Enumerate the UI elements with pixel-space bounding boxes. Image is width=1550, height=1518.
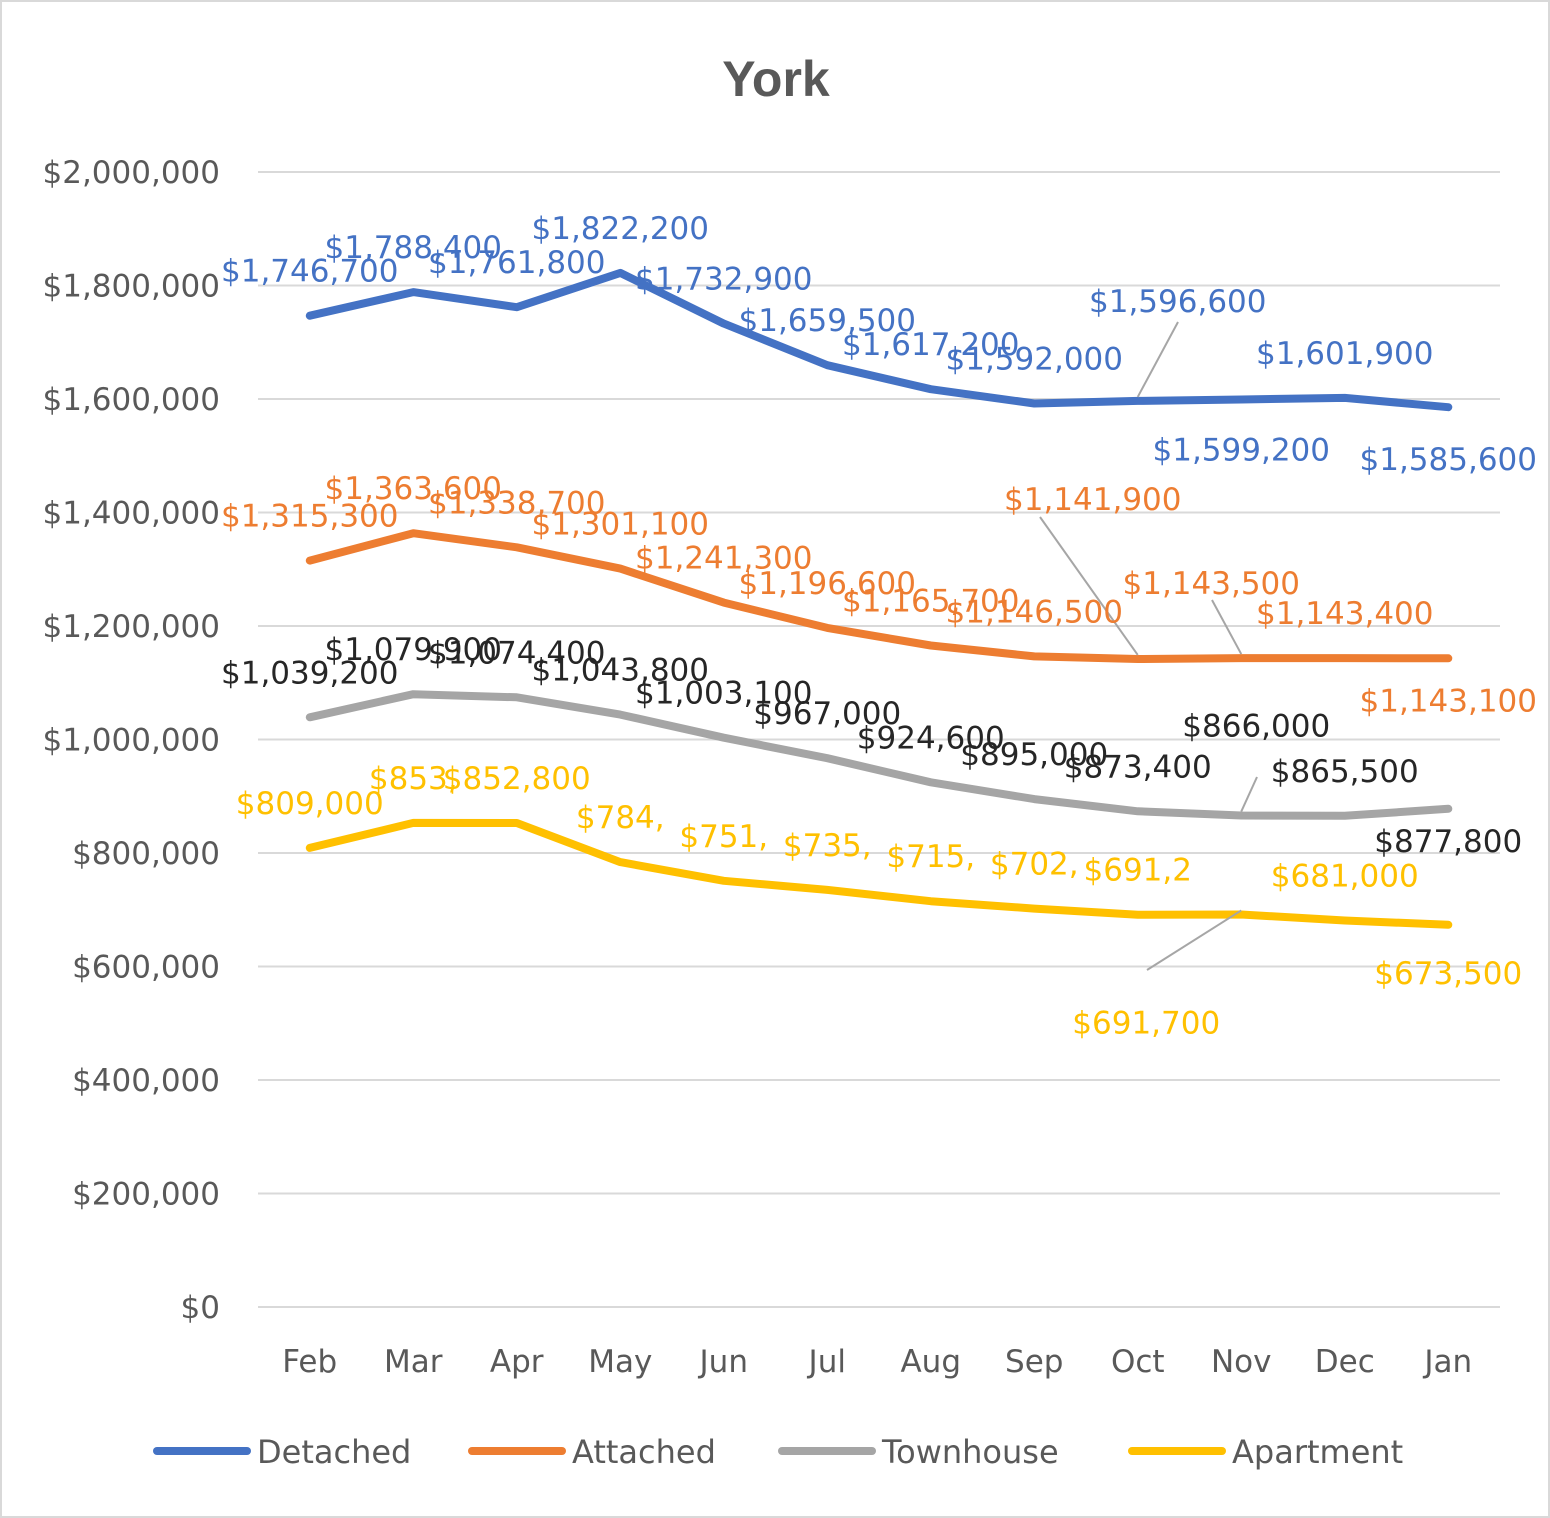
y-tick-label: $2,000,000 [43, 155, 221, 191]
x-tick-label: Apr [490, 1344, 544, 1380]
legend-label-townhouse: Townhouse [881, 1433, 1059, 1471]
data-label-detached: $1,822,200 [532, 211, 710, 247]
data-label-detached: $1,601,900 [1256, 336, 1434, 372]
data-label-attached: $1,143,500 [1123, 566, 1301, 602]
legend-label-detached: Detached [257, 1433, 411, 1471]
data-label-attached: $1,363,600 [325, 471, 503, 507]
data-label-detached: $1,596,600 [1089, 284, 1267, 320]
data-label-apartment: $735, [783, 828, 872, 864]
y-tick-label: $1,200,000 [43, 609, 221, 645]
y-tick-label: $1,600,000 [43, 382, 221, 418]
x-tick-label: Jun [698, 1344, 748, 1380]
data-label-townhouse: $924,600 [857, 720, 1005, 756]
data-labels: $1,746,700$1,788,400$1,761,800$1,822,200… [221, 211, 1537, 1042]
data-label-apartment: $681,000 [1271, 859, 1419, 895]
series-line-detached [305, 268, 1453, 412]
data-label-attached: $1,338,700 [428, 485, 606, 521]
data-label-apartment: $852,800 [443, 761, 591, 797]
x-tick-label: Mar [384, 1344, 443, 1380]
data-label-attached: $1,143,400 [1256, 596, 1434, 632]
data-label-detached: $1,599,200 [1153, 432, 1331, 468]
label-leader-lines [1039, 321, 1258, 971]
data-label-detached: $1,732,900 [635, 262, 813, 298]
data-label-apartment: $784, [576, 800, 665, 836]
y-tick-label: $1,400,000 [43, 496, 221, 532]
data-label-apartment: $809,000 [236, 786, 384, 822]
x-tick-label: Jan [1422, 1344, 1472, 1380]
data-label-attached: $1,315,300 [221, 499, 399, 535]
data-label-detached: $1,617,200 [842, 327, 1020, 363]
data-label-apartment: $715, [886, 839, 975, 875]
leader-line [1136, 321, 1179, 398]
leader-line [1211, 599, 1243, 655]
data-label-townhouse: $1,074,400 [428, 635, 606, 671]
data-label-detached: $1,592,000 [946, 342, 1124, 378]
x-tick-label: Oct [1111, 1344, 1165, 1380]
data-label-attached: $1,146,500 [946, 594, 1124, 630]
series-lines [305, 268, 1453, 929]
data-label-townhouse: $1,039,200 [221, 655, 399, 691]
leader-line [1146, 909, 1242, 971]
x-tick-label: Nov [1211, 1344, 1272, 1380]
data-label-attached: $1,301,100 [532, 507, 710, 543]
y-tick-label: $200,000 [72, 1177, 220, 1213]
data-label-detached: $1,585,600 [1360, 442, 1538, 478]
data-label-townhouse: $895,000 [960, 737, 1108, 773]
series-line-townhouse [305, 690, 1453, 820]
x-tick-label: May [588, 1344, 652, 1380]
y-tick-label: $800,000 [72, 836, 220, 872]
series-line-attached [305, 529, 1453, 663]
y-tick-label: $0 [181, 1290, 220, 1326]
data-label-townhouse: $865,500 [1271, 754, 1419, 790]
x-axis-tick-labels: Feb Mar Apr May Jun Jul Aug Sep Oct Nov Dec Jan [282, 1344, 1472, 1380]
x-tick-label: Feb [282, 1344, 337, 1380]
data-label-apartment: $702, [990, 847, 1079, 883]
data-label-attached: $1,165,700 [842, 583, 1020, 619]
y-tick-label: $600,000 [72, 950, 220, 986]
data-label-attached: $1,241,300 [635, 541, 813, 577]
data-label-detached: $1,746,700 [221, 254, 399, 290]
x-tick-label: Aug [900, 1344, 961, 1380]
data-label-townhouse: $967,000 [753, 696, 901, 732]
data-label-apartment: $691,700 [1072, 1005, 1220, 1041]
data-label-attached: $1,141,900 [1004, 482, 1182, 518]
data-label-detached: $1,788,400 [325, 230, 503, 266]
gridlines [258, 171, 1500, 1308]
data-label-townhouse: $1,079,900 [325, 632, 503, 668]
data-label-detached: $1,659,500 [739, 303, 917, 339]
x-tick-label: Dec [1315, 1344, 1375, 1380]
data-label-detached: $1,761,800 [428, 245, 606, 281]
y-tick-label: $1,800,000 [43, 269, 221, 305]
data-label-townhouse: $877,800 [1374, 824, 1522, 860]
data-label-townhouse: $866,000 [1182, 709, 1330, 745]
data-label-attached: $1,196,600 [739, 566, 917, 602]
data-label-apartment: $853, [369, 761, 458, 797]
x-tick-label: Sep [1005, 1344, 1063, 1380]
data-label-townhouse: $1,043,800 [532, 653, 710, 689]
data-label-townhouse: $873,400 [1064, 749, 1212, 785]
series-line-apartment [305, 818, 1453, 929]
data-label-townhouse: $1,003,100 [635, 676, 813, 712]
data-label-apartment: $673,500 [1374, 956, 1522, 992]
legend-label-apartment: Apartment [1232, 1433, 1403, 1471]
chart-title: York [722, 51, 830, 107]
leader-line [1240, 776, 1258, 812]
y-tick-label: $400,000 [72, 1063, 220, 1099]
x-tick-label: Jul [807, 1344, 846, 1380]
data-label-attached: $1,143,100 [1360, 683, 1538, 719]
data-label-apartment: $751, [679, 819, 768, 855]
legend-label-attached: Attached [572, 1433, 716, 1471]
y-axis-tick-labels: $0 $200,000 $400,000 $600,000 $800,000 $1,000… [43, 155, 221, 1326]
y-tick-label: $1,000,000 [43, 723, 221, 759]
data-label-apartment: $691,2 [1084, 853, 1192, 889]
legend: Detached Attached Townhouse Apartment [153, 1433, 1403, 1471]
leader-line [1039, 516, 1139, 656]
